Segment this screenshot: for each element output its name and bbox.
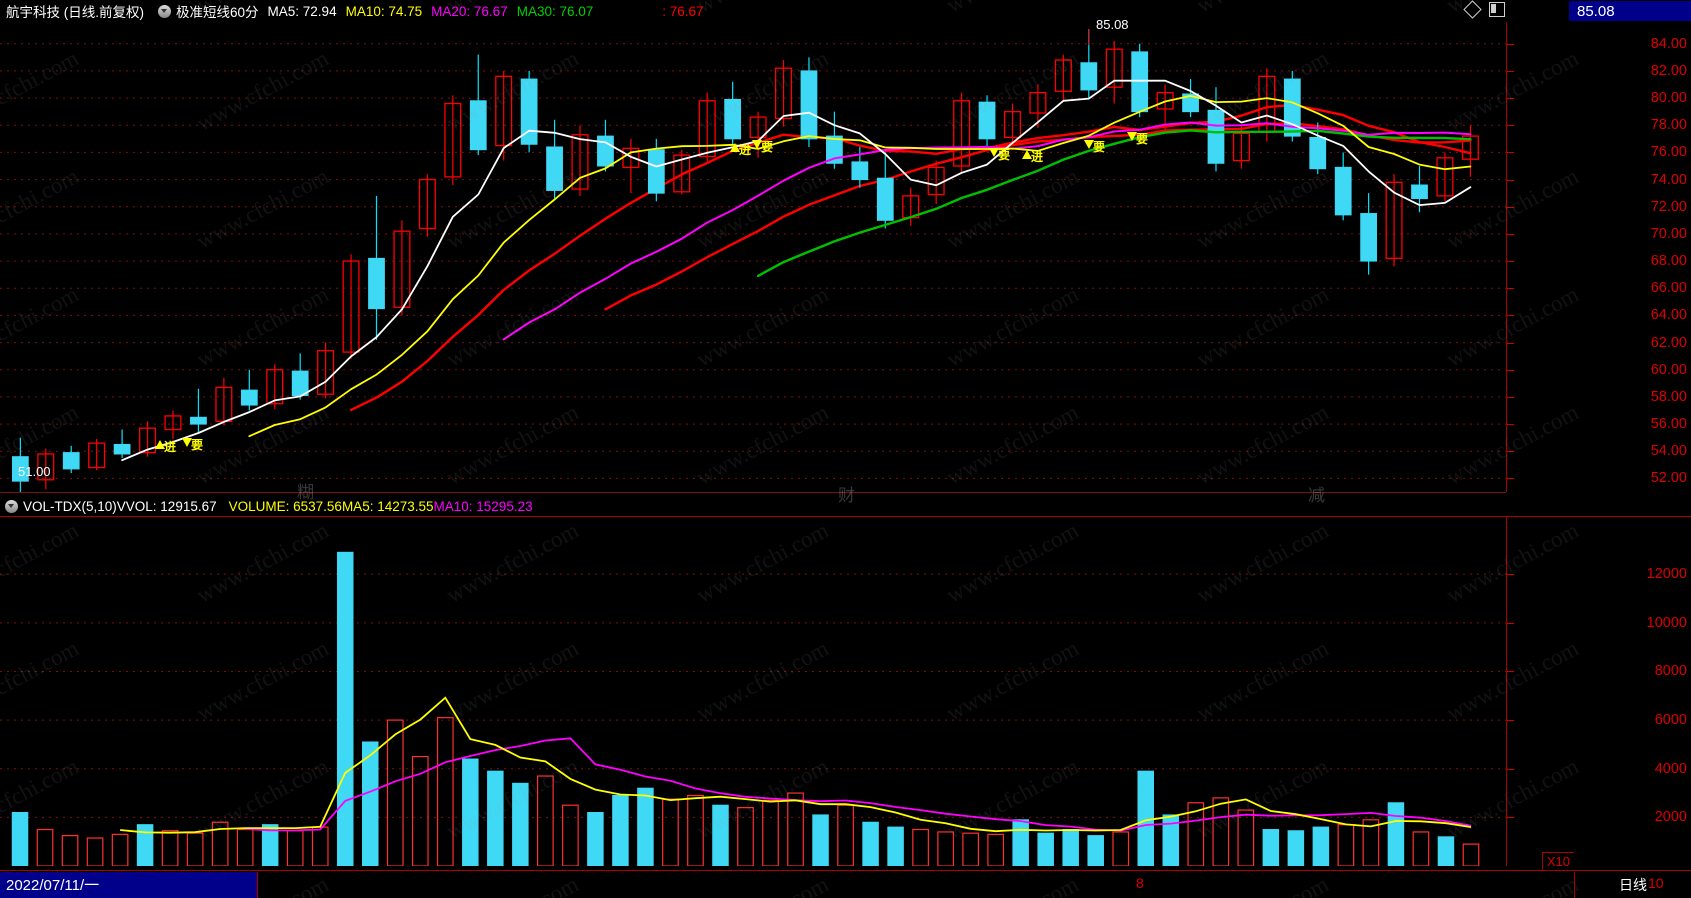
axis-tick-mark (1507, 671, 1514, 673)
axis-tick-mark (1507, 622, 1514, 624)
ma20-value: MA20: 76.67 (431, 3, 508, 19)
price-axis-label: 82.00 (1650, 62, 1687, 79)
volume-chart-panel[interactable] (0, 545, 1506, 866)
volume-axis: 12000 10000 8000 6000 4000 2000 (1506, 517, 1691, 866)
axis-tick-mark (1507, 451, 1514, 453)
volume-value: VOLUME: 6537.56 (228, 498, 342, 514)
axis-tick-mark (1507, 261, 1514, 263)
price-axis-label: 60.00 (1650, 361, 1687, 378)
price-axis-label: 58.00 (1650, 388, 1687, 405)
price-axis-label: 64.00 (1650, 307, 1687, 324)
price-axis-label: 54.00 (1650, 443, 1687, 460)
price-axis-label: 78.00 (1650, 117, 1687, 134)
axis-tick-mark (1507, 768, 1514, 770)
vvol-value: VVOL: 12915.67 (116, 498, 217, 514)
axis-tick-mark (1507, 342, 1514, 344)
chevron-circle-icon[interactable] (5, 499, 18, 513)
volume-axis-label: 8000 (1654, 663, 1687, 680)
axis-tick-mark (1507, 369, 1514, 371)
diamond-icon[interactable] (1463, 0, 1482, 19)
price-tag-badge: 85.08 (1569, 1, 1691, 21)
axis-tick-mark (1507, 152, 1514, 154)
ma10-value: MA10: 74.75 (345, 3, 423, 19)
ma30-value: MA30: 76.07 (516, 3, 594, 19)
axis-tick-mark (1507, 233, 1514, 235)
price-axis: 84.00 82.00 80.00 78.00 76.00 74.00 72.00 70.00… (1506, 22, 1691, 492)
price-panel-bottom-border (0, 492, 1506, 493)
panel-separator (0, 516, 1691, 517)
price-axis-label: 80.00 (1650, 90, 1687, 107)
ma5-value: MA5: 72.94 (267, 3, 337, 19)
price-axis-label: 66.00 (1650, 280, 1687, 297)
volume-axis-label: 2000 (1654, 809, 1687, 826)
axis-tick-mark (1507, 720, 1514, 722)
price-axis-label: 68.00 (1650, 253, 1687, 270)
price-axis-label: 62.00 (1650, 334, 1687, 351)
price-indicator-header: 航宇科技 (日线.前复权) 极准短线60分 MA5: 72.94 MA10: 7… (0, 0, 1691, 22)
price-axis-label: 56.00 (1650, 416, 1687, 433)
header-icon-group (1463, 0, 1505, 19)
price-axis-label: 76.00 (1650, 144, 1687, 161)
axis-tick-mark (1507, 98, 1514, 100)
stock-name-label: 航宇科技 (日线.前复权) (6, 5, 144, 20)
axis-tick-mark (1507, 315, 1514, 317)
panel-toggle-icon[interactable] (1489, 2, 1505, 17)
axis-tick-mark (1507, 70, 1514, 72)
axis-tick-mark (1507, 396, 1514, 398)
price-axis-label: 74.00 (1650, 171, 1687, 188)
indicator-name-label[interactable]: 极准短线60分 (176, 5, 259, 20)
vol-ma10-value: MA10: 15295.23 (433, 498, 533, 514)
volume-axis-label: 12000 (1646, 566, 1687, 583)
axis-tick-mark (1507, 478, 1514, 480)
volume-indicator-header: VOL-TDX(5,10) VVOL: 12915.67 VOLUME: 653… (0, 496, 1691, 516)
volume-bars-svg (0, 551, 1506, 866)
price-axis-label: 70.00 (1650, 225, 1687, 242)
price-candlestick-svg (0, 29, 1506, 492)
price-axis-label: 52.00 (1650, 470, 1687, 487)
vol-ma5-value: MA5: 14273.55 (341, 498, 434, 514)
axis-tick-mark (1507, 817, 1514, 819)
axis-tick-mark (1507, 179, 1514, 181)
volume-axis-label: 10000 (1646, 614, 1687, 631)
date-display: 2022/07/11/一 (0, 871, 258, 898)
axis-tick-mark (1507, 424, 1514, 426)
price-axis-label: 72.00 (1650, 198, 1687, 215)
status-axis-area: 8 10 (258, 872, 1664, 898)
x-axis-tick-right: 10 (1648, 874, 1664, 891)
axis-tick-mark (1507, 125, 1514, 127)
axis-tick-mark (1507, 288, 1514, 290)
axis-tick-mark (1507, 574, 1514, 576)
price-axis-label: 84.00 (1650, 35, 1687, 52)
vol-indicator-name[interactable]: VOL-TDX(5,10) (23, 498, 117, 514)
volume-axis-label: 4000 (1654, 760, 1687, 777)
axis-tick-mark (1507, 206, 1514, 208)
scale-indicator: X10 (1541, 852, 1574, 870)
x-axis-tick-mid: 8 (1136, 874, 1144, 891)
volume-axis-label: 6000 (1654, 712, 1687, 729)
status-bar: 2022/07/11/一 8 10 日线 (0, 870, 1691, 898)
chevron-circle-icon[interactable] (158, 4, 171, 18)
period-indicator[interactable]: 日线 (1574, 871, 1691, 898)
price-chart-panel[interactable] (0, 22, 1506, 492)
axis-tick-mark (1507, 43, 1514, 45)
current-price-value: : 76.67 (662, 3, 704, 19)
